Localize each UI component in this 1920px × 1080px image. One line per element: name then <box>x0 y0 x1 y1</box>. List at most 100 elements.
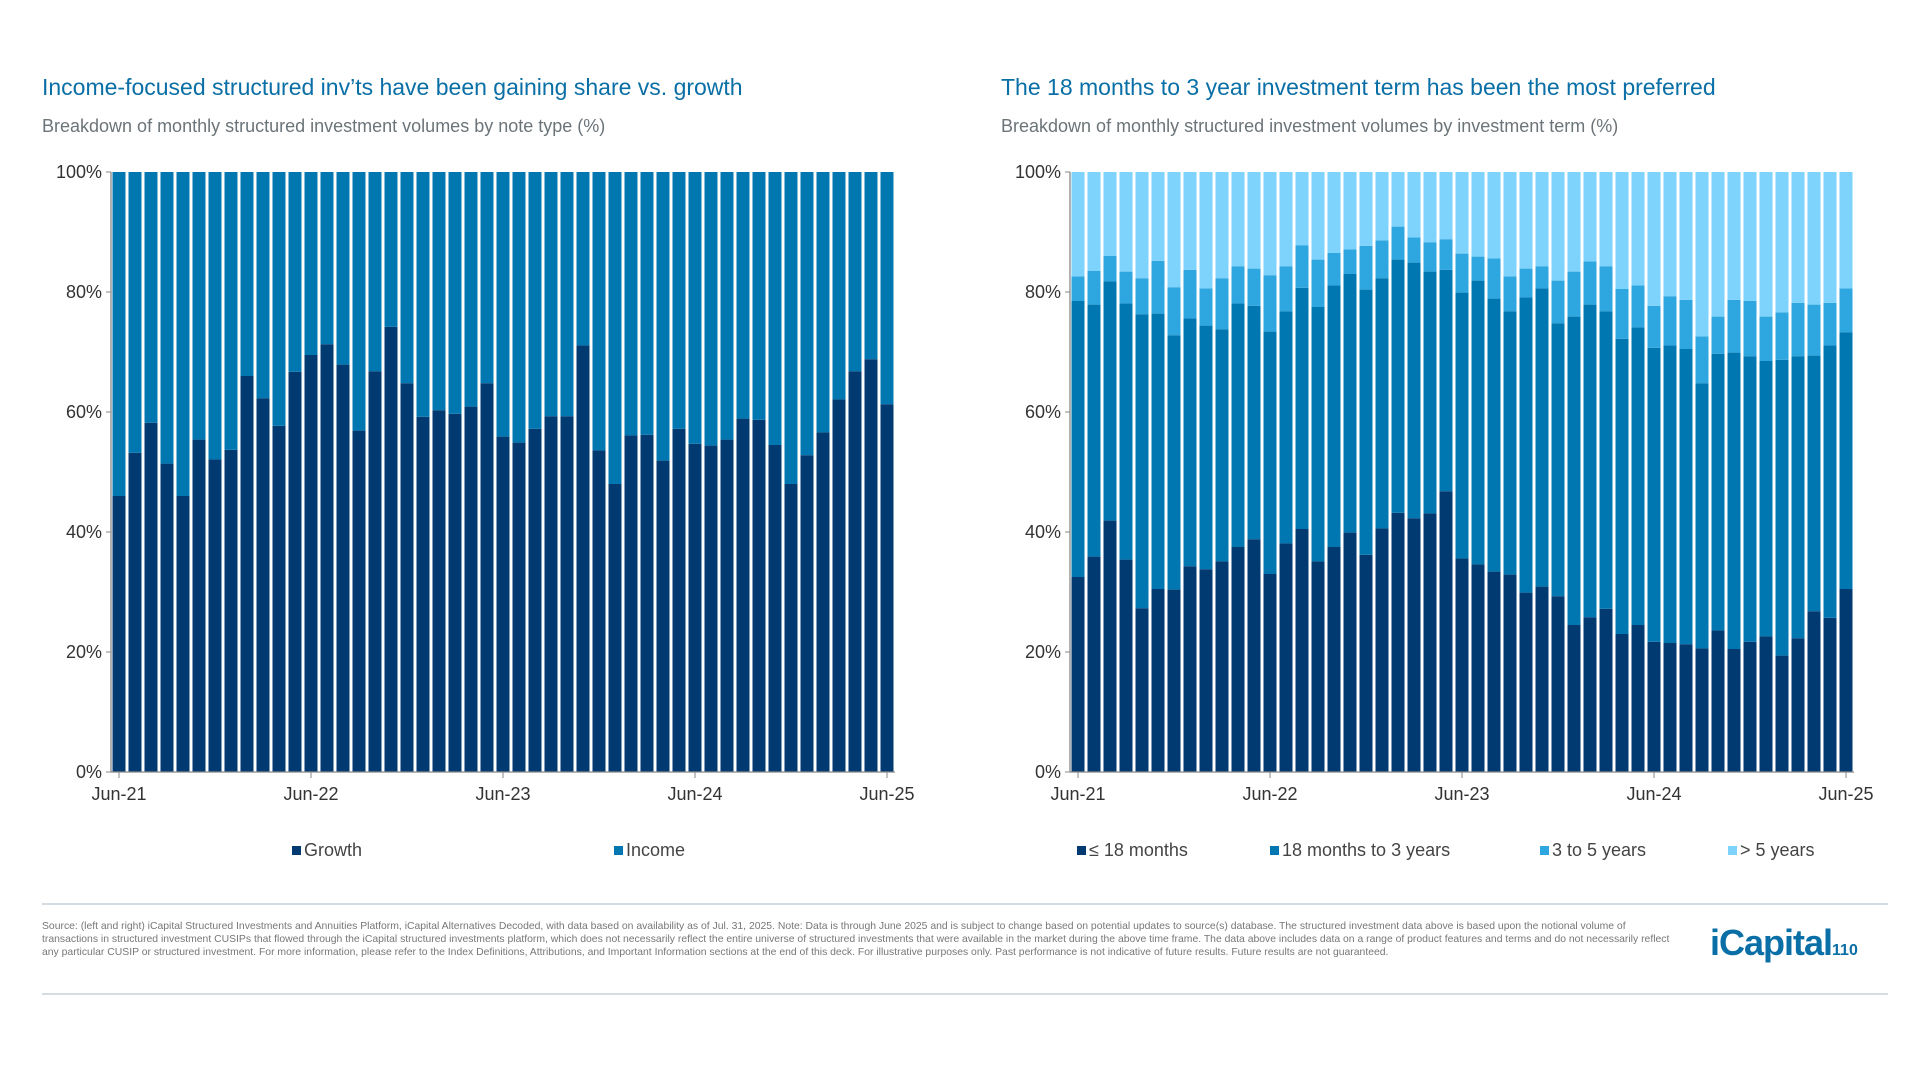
bar-growth-33 <box>640 434 654 772</box>
bar--18-months-3 <box>1119 559 1133 772</box>
bar--5-years-7 <box>1183 172 1197 270</box>
bar-income-3 <box>160 172 174 464</box>
bar-3-to-5-years-29 <box>1535 266 1549 289</box>
bar--18-months-34 <box>1615 634 1629 772</box>
bar-growth-48 <box>880 404 894 772</box>
bar--5-years-10 <box>1231 172 1245 267</box>
bar-3-to-5-years-43 <box>1759 316 1773 361</box>
bar-income-4 <box>176 172 190 496</box>
bar-income-46 <box>848 172 862 372</box>
logo-text: iCapital <box>1710 922 1833 963</box>
y-tick-label: 0% <box>1035 762 1061 782</box>
bar--18-months-16 <box>1327 547 1341 772</box>
bar-18-months-to-3-years-23 <box>1439 269 1453 492</box>
bar-3-to-5-years-47 <box>1823 302 1837 346</box>
bar--18-months-33 <box>1599 608 1613 772</box>
bar-18-months-to-3-years-32 <box>1583 304 1597 618</box>
bar--18-months-14 <box>1295 529 1309 772</box>
bar--5-years-23 <box>1439 172 1453 240</box>
bar--18-months-4 <box>1135 608 1149 772</box>
y-tick-label: 20% <box>1025 642 1061 662</box>
bar-growth-18 <box>400 383 414 772</box>
y-tick-label: 60% <box>66 402 102 422</box>
bar-3-to-5-years-0 <box>1071 276 1085 301</box>
bar-growth-27 <box>544 416 558 772</box>
x-tick-label: Jun-25 <box>859 784 914 804</box>
bar--18-months-8 <box>1199 569 1213 772</box>
bar-18-months-to-3-years-20 <box>1391 259 1405 513</box>
bar-18-months-to-3-years-28 <box>1519 297 1533 593</box>
bar--18-months-22 <box>1423 513 1437 772</box>
bar-18-months-to-3-years-12 <box>1263 331 1277 574</box>
bar--18-months-5 <box>1151 589 1165 772</box>
bar-growth-28 <box>560 416 574 772</box>
bar--5-years-18 <box>1359 172 1373 246</box>
bar-18-months-to-3-years-31 <box>1567 316 1581 625</box>
page-number: 110 <box>1832 942 1858 959</box>
bar-growth-4 <box>176 496 190 772</box>
bar-18-months-to-3-years-16 <box>1327 285 1341 547</box>
bar-growth-25 <box>512 442 526 772</box>
bar-growth-20 <box>432 410 446 772</box>
x-tick-label: Jun-24 <box>667 784 722 804</box>
bar--5-years-17 <box>1343 172 1357 250</box>
bar-income-38 <box>720 172 734 440</box>
bar--18-months-20 <box>1391 512 1405 772</box>
bar-3-to-5-years-19 <box>1375 240 1389 279</box>
bar-18-months-to-3-years-11 <box>1247 305 1261 540</box>
legend-label: 18 months to 3 years <box>1282 840 1451 860</box>
bar--18-months-39 <box>1695 648 1709 772</box>
y-tick-label: 100% <box>56 162 102 182</box>
bar-18-months-to-3-years-43 <box>1759 361 1773 637</box>
bar--18-months-48 <box>1839 589 1853 772</box>
bar-3-to-5-years-17 <box>1343 249 1357 274</box>
bar--18-months-10 <box>1231 547 1245 772</box>
bar--18-months-38 <box>1679 644 1693 772</box>
legend-item: Growth <box>292 840 362 861</box>
bar-18-months-to-3-years-14 <box>1295 287 1309 529</box>
right-chart-title: The 18 months to 3 year investment term … <box>1001 74 1716 100</box>
bar-income-2 <box>144 172 158 423</box>
bar--5-years-43 <box>1759 172 1773 317</box>
bar--5-years-22 <box>1423 172 1437 243</box>
bar-18-months-to-3-years-10 <box>1231 303 1245 547</box>
bar-3-to-5-years-34 <box>1615 289 1629 339</box>
legend-item: ≤ 18 months <box>1077 840 1188 861</box>
legend-item: 18 months to 3 years <box>1270 840 1450 861</box>
bar-3-to-5-years-27 <box>1503 276 1517 312</box>
bar-income-19 <box>416 172 430 417</box>
bar--18-months-32 <box>1583 617 1597 772</box>
bar--5-years-35 <box>1631 172 1645 286</box>
legend-label: > 5 years <box>1740 840 1815 860</box>
bar-income-36 <box>688 172 702 444</box>
bar-growth-46 <box>848 371 862 772</box>
bar--18-months-43 <box>1759 636 1773 772</box>
bar-growth-23 <box>480 383 494 772</box>
bar-18-months-to-3-years-27 <box>1503 311 1517 575</box>
bar--5-years-15 <box>1311 172 1325 260</box>
bar-income-6 <box>208 172 222 460</box>
bar-growth-24 <box>496 436 510 772</box>
bar--5-years-5 <box>1151 172 1165 261</box>
legend-swatch <box>614 846 623 855</box>
bar-3-to-5-years-4 <box>1135 278 1149 315</box>
bar-3-to-5-years-3 <box>1119 271 1133 304</box>
bar-3-to-5-years-38 <box>1679 299 1693 349</box>
bar--5-years-0 <box>1071 172 1085 277</box>
bar-3-to-5-years-16 <box>1327 253 1341 286</box>
bar-3-to-5-years-5 <box>1151 260 1165 314</box>
bar--5-years-36 <box>1647 172 1661 306</box>
bar-growth-15 <box>352 430 366 772</box>
bar-income-10 <box>272 172 286 426</box>
bar-18-months-to-3-years-8 <box>1199 325 1213 570</box>
bar-income-37 <box>704 172 718 446</box>
bar-growth-41 <box>768 445 782 772</box>
bar-growth-31 <box>608 484 622 772</box>
bar-3-to-5-years-9 <box>1215 278 1229 330</box>
bar-3-to-5-years-6 <box>1167 287 1181 336</box>
bar--18-months-13 <box>1279 543 1293 772</box>
bar-income-8 <box>240 172 254 376</box>
bar--18-months-11 <box>1247 539 1261 772</box>
bar--18-months-1 <box>1087 556 1101 772</box>
bar-18-months-to-3-years-37 <box>1663 345 1677 643</box>
